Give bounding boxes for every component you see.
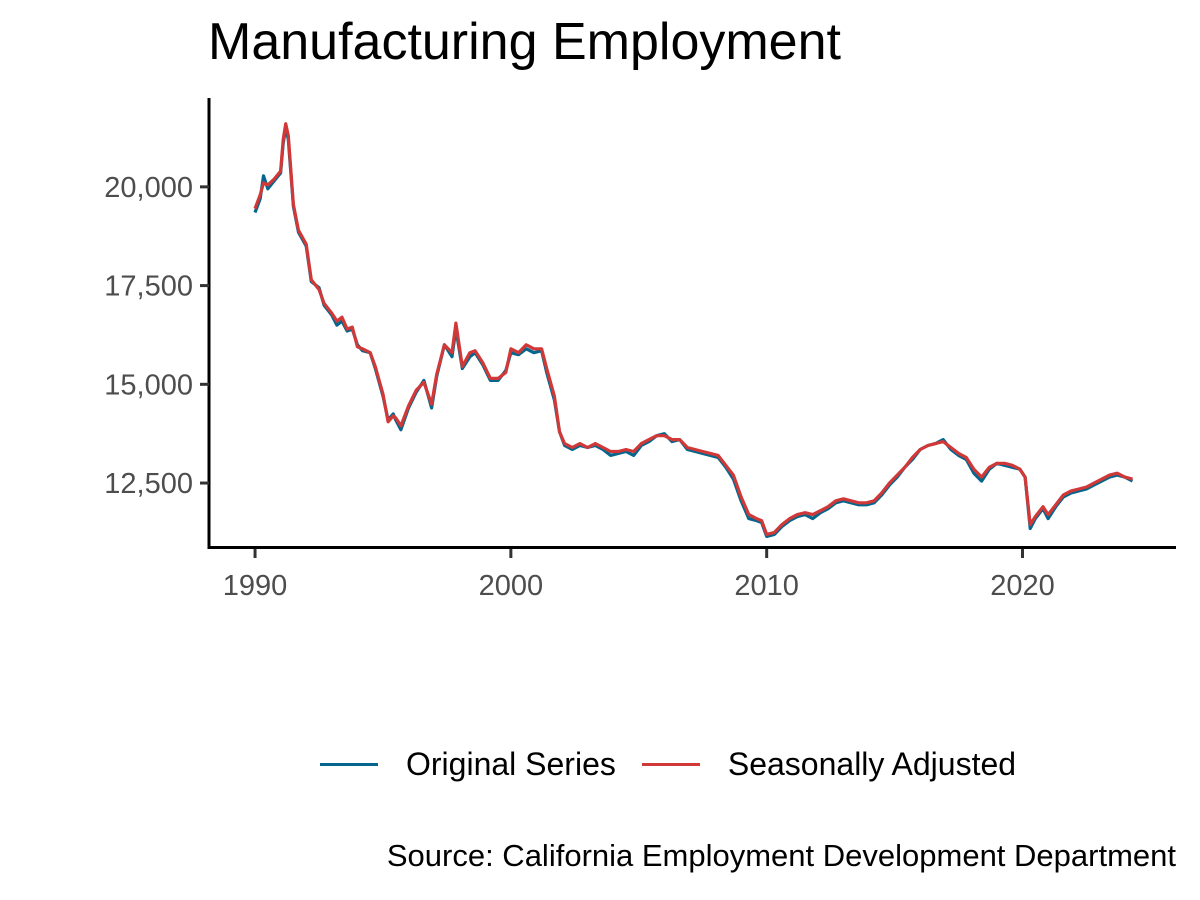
chart-marks (253, 122, 1134, 539)
x-tick-label: 1990 (223, 570, 288, 602)
y-tick-label: 12,500 (104, 468, 193, 500)
series-line-adjusted (253, 122, 1133, 537)
x-tick-label: 2020 (990, 570, 1055, 602)
y-axis-ticks: 12,500 15,000 17,500 20,000 (104, 172, 209, 500)
legend-key-original (320, 762, 378, 766)
x-axis-ticks: 1990 2000 2010 2020 (223, 549, 1055, 602)
legend-label-adjusted: Seasonally Adjusted (727, 745, 1017, 782)
legend-item-adjusted: Seasonally Adjusted (641, 745, 1017, 783)
y-tick-label: 20,000 (104, 172, 193, 204)
x-tick-label: 2000 (479, 570, 544, 602)
legend-item-original: Original Series (320, 746, 616, 783)
chart-caption: Source: California Employment Developmen… (386, 838, 1176, 873)
legend-key-adjusted (641, 762, 700, 766)
legend-label-original: Original Series (406, 745, 616, 782)
y-tick-label: 15,000 (104, 369, 193, 401)
legend: Original Series Seasonally Adjusted (320, 740, 1042, 788)
series-line-original (253, 125, 1134, 539)
chart-title: Manufacturing Employment (208, 13, 841, 71)
y-tick-label: 17,500 (104, 271, 193, 303)
x-tick-label: 2010 (734, 570, 799, 602)
